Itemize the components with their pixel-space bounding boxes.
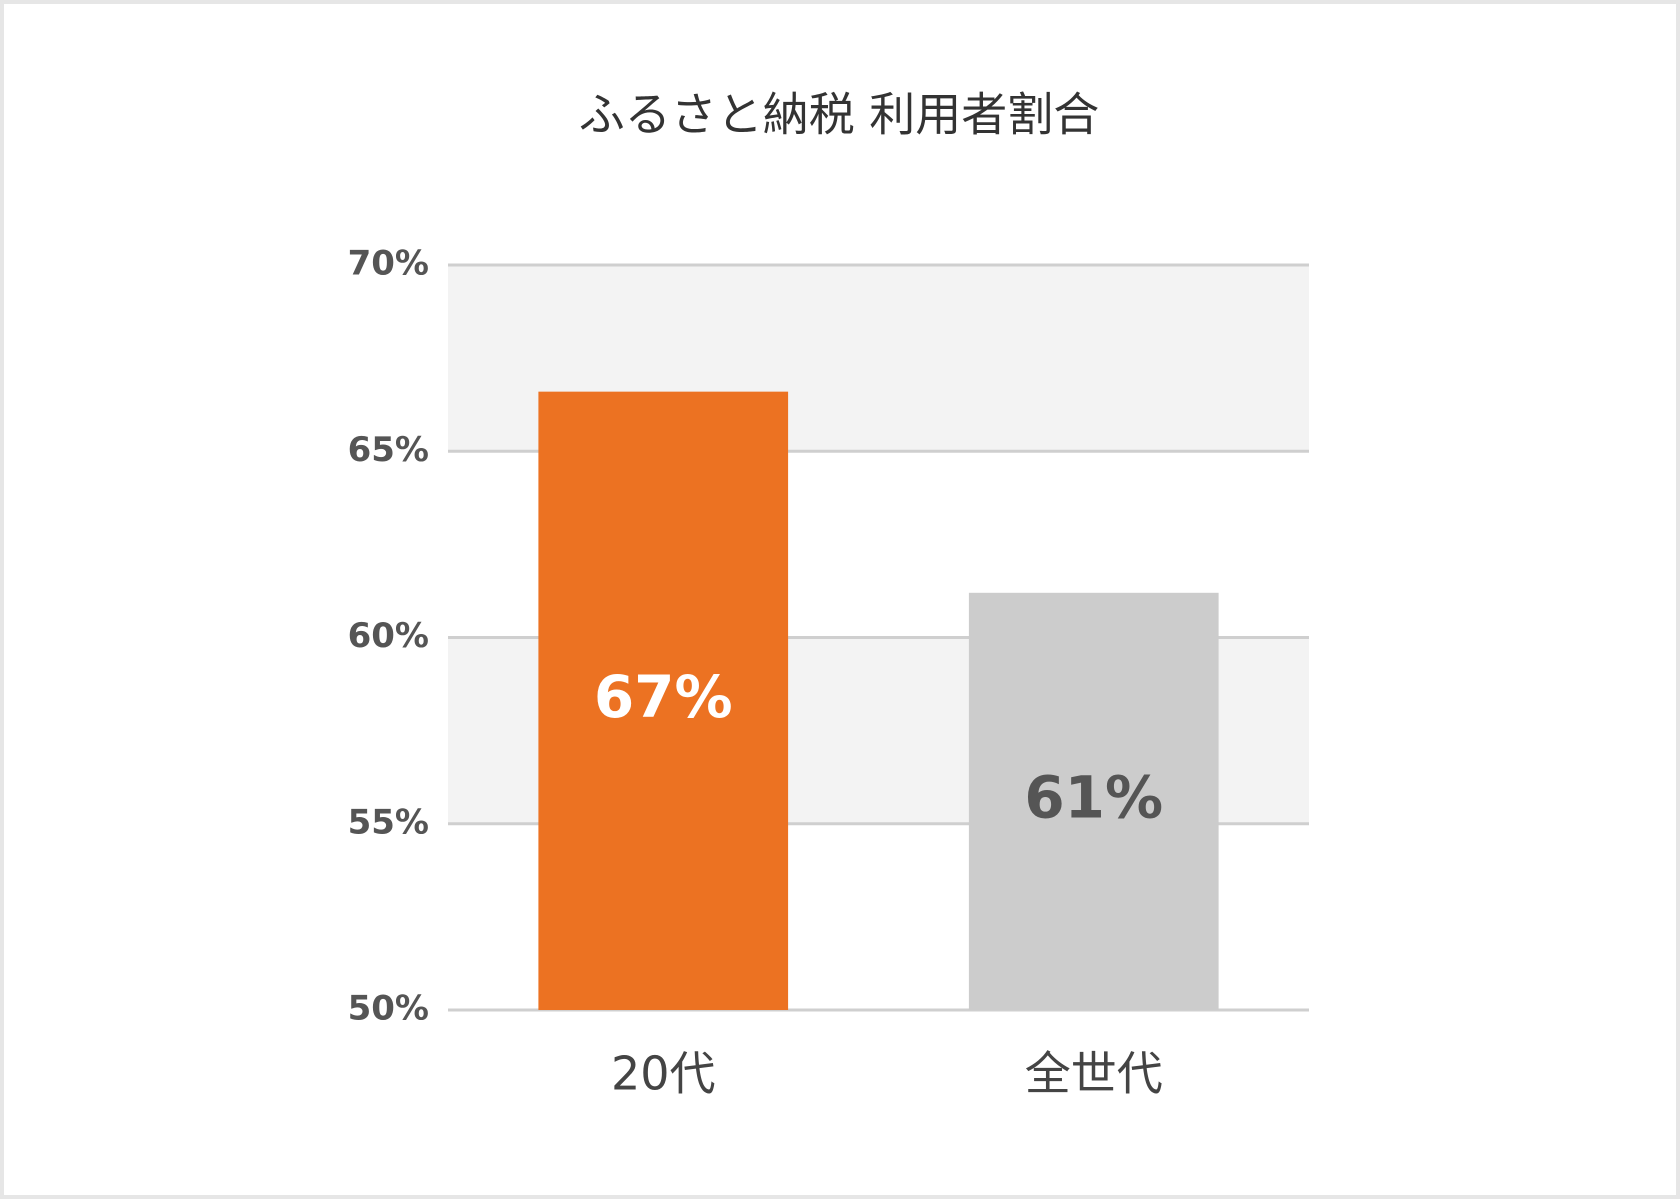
y-tick-label: 60% (348, 616, 429, 656)
y-tick-label: 70% (348, 244, 429, 284)
y-tick-label: 65% (348, 430, 429, 470)
chart-title: ふるさと納税 利用者割合 (579, 88, 1100, 142)
y-tick-label: 50% (348, 989, 429, 1029)
value-label: 61% (1024, 764, 1163, 832)
value-label: 67% (594, 663, 733, 731)
bar (968, 592, 1219, 1010)
x-tick-label: 全世代 (1025, 1047, 1163, 1101)
bar (538, 391, 789, 1010)
y-tick-label: 55% (348, 802, 429, 842)
x-tick-label: 20代 (611, 1047, 716, 1101)
